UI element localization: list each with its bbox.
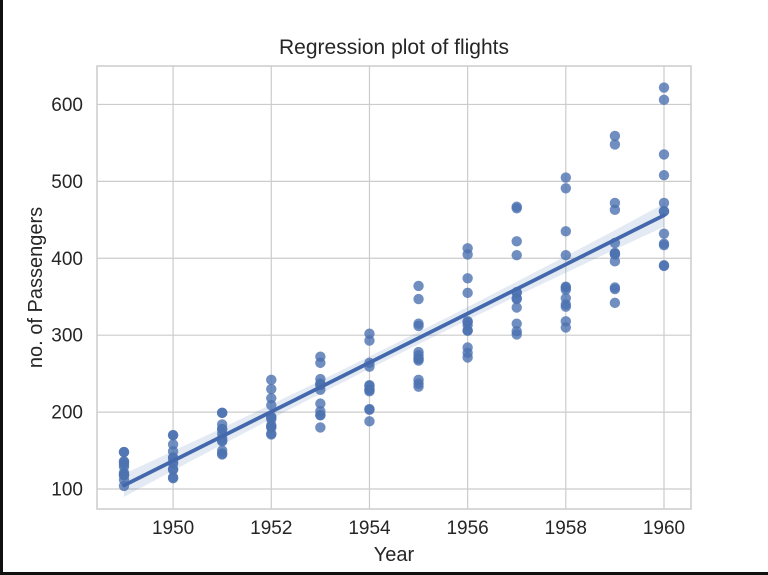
data-point	[511, 326, 522, 337]
data-point	[511, 201, 522, 212]
data-point	[118, 456, 130, 467]
window-edge-bottom	[0, 572, 768, 575]
x-tick-label: 1954	[348, 518, 391, 539]
data-point	[413, 293, 424, 305]
data-point	[560, 301, 572, 312]
data-point	[609, 282, 621, 293]
data-point	[560, 172, 572, 183]
x-tick-label: 1952	[250, 518, 292, 539]
data-point	[658, 260, 670, 272]
data-point	[511, 236, 522, 247]
data-point	[560, 322, 572, 333]
data-point	[609, 297, 621, 309]
data-point	[560, 249, 572, 261]
data-point	[658, 94, 670, 106]
y-tick-label: 400	[51, 249, 83, 270]
data-point	[511, 318, 522, 329]
data-point	[216, 419, 228, 430]
data-point	[462, 316, 473, 327]
x-tick-label: 1958	[545, 518, 587, 539]
y-tick-label: 300	[51, 326, 83, 347]
data-point	[315, 406, 326, 417]
y-tick-label: 100	[51, 480, 83, 501]
y-axis-label: no. of Passengers	[25, 207, 47, 368]
data-point	[658, 238, 670, 249]
data-point	[413, 280, 424, 292]
data-point	[462, 352, 473, 363]
y-tick-label: 600	[51, 95, 83, 116]
data-point	[560, 226, 572, 237]
data-point	[315, 422, 326, 433]
data-point	[560, 284, 572, 296]
data-point	[118, 446, 130, 458]
data-point	[266, 374, 277, 385]
data-point	[315, 351, 326, 362]
data-point	[511, 249, 522, 261]
data-point	[266, 399, 277, 411]
data-point	[658, 197, 670, 209]
data-point	[511, 302, 522, 313]
data-point	[658, 206, 670, 217]
regression-line-path	[122, 213, 666, 488]
data-point	[560, 293, 572, 304]
data-point	[266, 383, 277, 395]
data-point	[216, 407, 228, 419]
plot-background	[97, 66, 691, 509]
data-point	[167, 473, 179, 484]
data-point	[658, 228, 670, 239]
data-point	[658, 82, 670, 93]
x-tick-labels: 1950 1952 1954 1956 1958 1960	[152, 518, 685, 539]
data-point	[462, 325, 473, 336]
data-point	[413, 378, 424, 389]
x-tick-label: 1956	[446, 518, 488, 539]
data-point	[511, 293, 522, 305]
data-point	[266, 428, 277, 439]
x-tick-label: 1960	[643, 518, 685, 539]
data-point	[658, 170, 670, 181]
window-edge-left	[0, 0, 3, 575]
data-point	[364, 335, 375, 346]
x-tick-label: 1950	[152, 518, 194, 539]
data-point	[315, 398, 326, 409]
data-point	[413, 346, 424, 358]
data-point	[167, 439, 179, 450]
data-point	[560, 183, 572, 194]
data-point	[462, 287, 473, 299]
x-axis-label: Year	[374, 544, 415, 566]
data-point	[364, 416, 375, 427]
plot-border	[96, 65, 692, 510]
data-point	[462, 249, 473, 260]
data-point	[364, 404, 375, 415]
data-point	[118, 469, 130, 481]
chart-title: Regression plot of flights	[279, 36, 509, 59]
data-point	[658, 149, 670, 160]
data-point	[609, 139, 621, 150]
scatter-points	[118, 82, 670, 492]
y-tick-labels: 100 200 300 400 500 600	[51, 95, 83, 501]
y-tick-label: 200	[51, 403, 83, 424]
data-point	[413, 320, 424, 332]
data-point	[609, 204, 621, 216]
data-point	[462, 273, 473, 284]
data-point	[167, 429, 179, 441]
regression-line	[122, 213, 666, 488]
data-point	[364, 384, 375, 395]
data-point	[609, 130, 621, 142]
y-tick-label: 500	[51, 172, 83, 193]
data-point	[609, 249, 621, 260]
data-point	[216, 448, 228, 459]
